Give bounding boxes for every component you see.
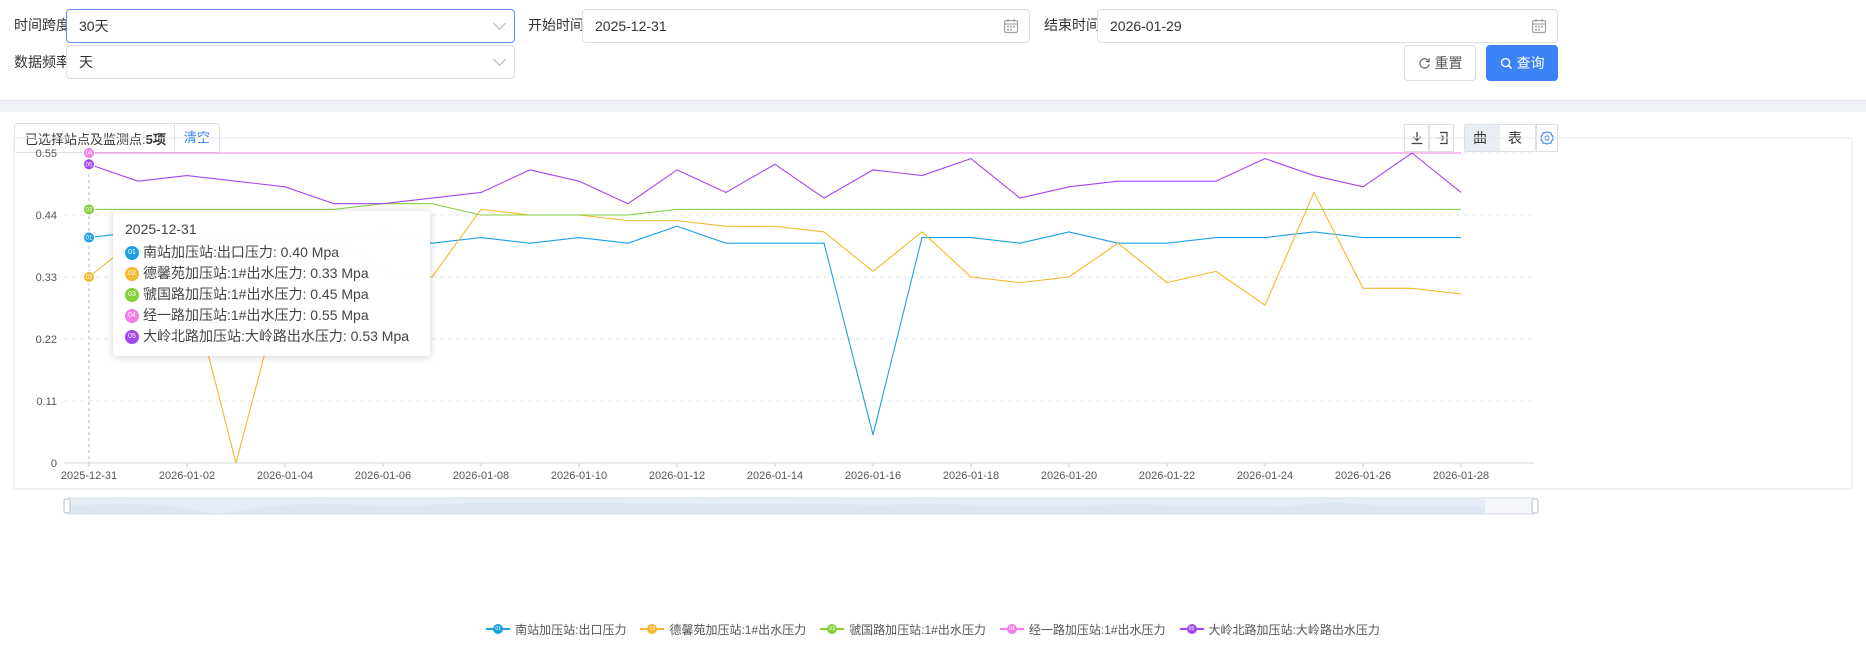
span-value: 30天 xyxy=(79,18,109,34)
start-value: 2025-12-31 xyxy=(595,18,667,34)
x-tick-label: 2026-01-22 xyxy=(1139,470,1195,482)
selected-count: 5项 xyxy=(145,131,166,147)
tooltip-text: 经一路加压站:1#出水压力: 0.55 Mpa xyxy=(143,307,369,323)
chart-panel: 已选择站点及监测点:5项 清空 曲线 表格 xyxy=(0,112,1866,645)
y-tick-label: 0 xyxy=(51,458,57,470)
tooltip-badge: 02 xyxy=(125,266,139,281)
tooltip-date: 2025-12-31 xyxy=(125,221,197,237)
reset-label: 重置 xyxy=(1434,55,1463,71)
start-date-input[interactable]: 2025-12-31 xyxy=(582,9,1030,43)
tooltip-text: 德馨苑加压站:1#出水压力: 0.33 Mpa xyxy=(143,265,369,281)
end-value: 2026-01-29 xyxy=(1110,18,1182,34)
legend-marker: 01 xyxy=(486,624,511,634)
data-zoom-slider[interactable] xyxy=(63,497,1539,515)
span-select[interactable]: 30天 xyxy=(66,9,515,43)
tooltip-row: 01 南站加压站:出口压力: 0.40 Mpa xyxy=(125,242,418,263)
end-label: 结束时间: xyxy=(1044,17,1104,33)
legend-item[interactable]: 02 德馨苑加压站:1#出水压力 xyxy=(640,621,806,638)
series-marker-03 xyxy=(83,203,95,216)
tooltip-row: 04 经一路加压站:1#出水压力: 0.55 Mpa xyxy=(125,305,418,326)
search-icon xyxy=(1500,57,1512,69)
legend-label: 德馨苑加压站:1#出水压力 xyxy=(669,622,807,637)
legend-item[interactable]: 01 南站加压站:出口压力 xyxy=(486,621,626,638)
y-tick-label: 0.22 xyxy=(36,334,57,346)
x-tick-label: 2026-01-06 xyxy=(355,470,411,482)
tooltip-badge: 03 xyxy=(125,287,139,302)
x-tick-label: 2026-01-12 xyxy=(649,470,705,482)
refresh-icon xyxy=(1418,57,1430,69)
legend-marker: 03 xyxy=(820,624,845,634)
series-marker-02 xyxy=(83,271,95,283)
chart-border xyxy=(13,137,1853,490)
x-tick-label: 2026-01-16 xyxy=(845,470,901,482)
legend-label: 虢国路加压站:1#出水压力 xyxy=(849,622,986,637)
series-marker-label: 05 xyxy=(86,162,93,168)
query-label: 查询 xyxy=(1516,55,1545,71)
chart-tooltip: 2025-12-31 01 南站加压站:出口压力: 0.40 Mpa 02 德馨苑加… xyxy=(113,211,430,356)
series-marker-01 xyxy=(83,231,95,244)
series-marker-label: 03 xyxy=(86,208,93,214)
legend-marker: 05 xyxy=(1179,624,1204,634)
legend-label: 南站加压站:出口压力 xyxy=(515,622,627,637)
query-button[interactable]: 查询 xyxy=(1486,45,1558,81)
zoom-handle-left xyxy=(63,498,71,514)
legend-marker: 04 xyxy=(999,624,1024,634)
chart-legend: 01 南站加压站:出口压力 02 德馨苑加压站:1#出水压力 03 虢国路加压站:1#出水… xyxy=(0,619,1866,639)
x-tick-label: 2026-01-26 xyxy=(1335,470,1391,482)
freq-value: 天 xyxy=(79,54,93,70)
start-label: 开始时间: xyxy=(528,17,588,33)
tooltip-row: 05 大岭北路加压站:大岭路出水压力: 0.53 Mpa xyxy=(125,326,418,347)
tooltip-row: 02 德馨苑加压站:1#出水压力: 0.33 Mpa xyxy=(125,263,418,284)
x-tick-label: 2026-01-20 xyxy=(1041,470,1097,482)
series-line-03 xyxy=(89,203,1461,216)
selected-text: 已选择站点及监测点:5项 xyxy=(15,129,174,148)
tooltip-row: 03 虢国路加压站:1#出水压力: 0.45 Mpa xyxy=(125,284,418,305)
span-label: 时间跨度: xyxy=(14,17,74,33)
y-tick-label: 0.55 xyxy=(36,148,57,160)
x-tick-label: 2026-01-24 xyxy=(1237,470,1293,482)
tooltip-text: 南站加压站:出口压力: 0.40 Mpa xyxy=(143,244,340,260)
y-tick-label: 0.33 xyxy=(36,272,57,284)
x-tick-label: 2026-01-08 xyxy=(453,470,509,482)
x-tick-label: 2026-01-10 xyxy=(551,470,607,482)
tooltip-text: 大岭北路加压站:大岭路出水压力: 0.53 Mpa xyxy=(143,328,410,344)
x-tick-label: 2026-01-28 xyxy=(1433,470,1489,482)
series-marker-label: 02 xyxy=(86,275,93,281)
tooltip-badge: 05 xyxy=(125,329,139,344)
reset-button[interactable]: 重置 xyxy=(1404,45,1476,81)
y-tick-label: 0.11 xyxy=(36,396,57,408)
legend-item[interactable]: 03 虢国路加压站:1#出水压力 xyxy=(820,621,986,638)
series-marker-label: 04 xyxy=(86,151,93,157)
calendar-icon[interactable] xyxy=(1531,18,1547,34)
legend-marker: 02 xyxy=(640,624,665,634)
freq-label: 数据频率: xyxy=(14,54,74,70)
series-line-05 xyxy=(88,152,1462,205)
y-tick-label: 0.44 xyxy=(36,210,57,222)
x-tick-label: 2026-01-02 xyxy=(159,470,215,482)
x-tick-label: 2025-12-31 xyxy=(61,470,117,482)
tooltip-badge: 04 xyxy=(125,308,139,323)
freq-select[interactable]: 天 xyxy=(66,45,515,79)
x-tick-label: 2026-01-14 xyxy=(747,470,803,482)
selected-prefix: 已选择站点及监测点: xyxy=(25,131,146,147)
filter-panel: 时间跨度: 30天 开始时间: 2025-12-31 结束时间: 2026-01… xyxy=(0,0,1866,101)
end-date-input[interactable]: 2026-01-29 xyxy=(1097,9,1558,43)
legend-item[interactable]: 04 经一路加压站:1#出水压力 xyxy=(999,621,1166,638)
legend-item[interactable]: 05 大岭北路加压站:大岭路出水压力 xyxy=(1179,621,1380,638)
legend-label: 大岭北路加压站:大岭路出水压力 xyxy=(1208,622,1380,637)
x-tick-label: 2026-01-18 xyxy=(943,470,999,482)
calendar-icon[interactable] xyxy=(1003,18,1019,34)
zoom-handle-right xyxy=(1531,498,1539,514)
legend-label: 经一路加压站:1#出水压力 xyxy=(1028,622,1166,637)
series-marker-label: 01 xyxy=(86,236,93,242)
series-marker-05 xyxy=(83,158,95,171)
x-tick-label: 2026-01-04 xyxy=(257,470,313,482)
tooltip-badge: 01 xyxy=(125,245,139,260)
tooltip-text: 虢国路加压站:1#出水压力: 0.45 Mpa xyxy=(143,286,369,302)
